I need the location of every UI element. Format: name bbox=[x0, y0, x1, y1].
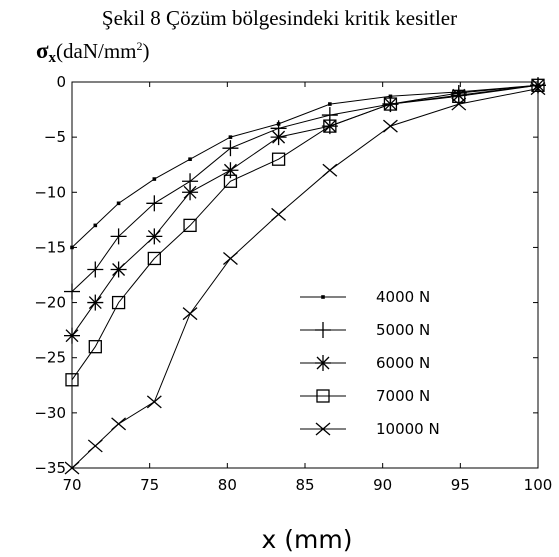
series-group bbox=[64, 82, 546, 475]
legend-entry: 10000 N bbox=[300, 420, 440, 438]
x-tick-label: 95 bbox=[451, 476, 470, 494]
y-axis-label-unit-superscript: 2 bbox=[136, 39, 143, 53]
x-axis-label: x (mm) bbox=[262, 525, 353, 554]
series-group bbox=[64, 77, 546, 344]
data-point-x bbox=[223, 251, 238, 265]
x-tick-label: 80 bbox=[218, 476, 237, 494]
legend-label: 6000 N bbox=[376, 354, 430, 372]
y-axis-label-unit: (daN/mm bbox=[56, 39, 137, 63]
legend-label: 4000 N bbox=[376, 288, 430, 306]
data-point-square bbox=[111, 295, 126, 310]
data-point-dot bbox=[228, 135, 233, 139]
legend-entry: 4000 N bbox=[300, 288, 430, 306]
data-point-plus bbox=[110, 228, 127, 245]
series-line bbox=[71, 84, 539, 336]
data-point-square bbox=[65, 373, 79, 387]
y-tick-label: −10 bbox=[34, 183, 66, 201]
data-point-star bbox=[182, 184, 199, 201]
data-point-square bbox=[271, 152, 286, 166]
series-line bbox=[71, 84, 539, 292]
legend-entry: 6000 N bbox=[300, 354, 430, 372]
legend-entry: 7000 N bbox=[300, 387, 430, 405]
x-tick-label: 70 bbox=[62, 476, 81, 494]
data-point-dot bbox=[152, 177, 157, 181]
data-point-x bbox=[111, 417, 127, 431]
data-point-x bbox=[383, 119, 398, 133]
y-tick-label: −20 bbox=[34, 294, 66, 312]
data-point-dot bbox=[116, 201, 121, 206]
y-axis-label: σx(daN/mm2) bbox=[36, 38, 150, 67]
data-point-plus bbox=[64, 283, 80, 300]
data-point-square bbox=[452, 89, 466, 103]
y-axis-label-symbol: σ bbox=[36, 38, 49, 63]
data-point-square bbox=[316, 389, 330, 403]
figure-caption: Şekil 8 Çözüm bölgesindeki kritik kesitl… bbox=[101, 6, 458, 30]
data-point-star bbox=[64, 327, 80, 344]
series-line bbox=[71, 84, 539, 381]
data-point-star bbox=[270, 129, 287, 146]
y-tick-label: −30 bbox=[34, 404, 66, 422]
x-tick-label: 100 bbox=[524, 476, 553, 494]
data-point-dot bbox=[70, 245, 74, 250]
data-point-dot bbox=[328, 102, 332, 106]
data-point-square bbox=[88, 340, 102, 354]
data-point-star bbox=[146, 228, 163, 245]
x-tick-label: 90 bbox=[373, 476, 392, 494]
y-tick-label: −35 bbox=[34, 459, 66, 477]
data-point-square bbox=[531, 78, 545, 92]
data-point-x bbox=[271, 207, 287, 221]
data-point-square bbox=[323, 119, 337, 133]
data-point-x bbox=[182, 307, 198, 321]
y-tick-label: −15 bbox=[34, 238, 66, 256]
data-point-x bbox=[87, 439, 103, 453]
data-point-dot bbox=[321, 295, 325, 299]
data-point-dot bbox=[188, 157, 192, 161]
data-point-x bbox=[451, 97, 467, 111]
x-tick-label: 75 bbox=[140, 476, 159, 494]
series-line bbox=[71, 84, 539, 248]
series-line bbox=[71, 88, 539, 469]
legend-entry: 5000 N bbox=[300, 321, 430, 339]
y-axis-label-subscript: x bbox=[48, 50, 57, 66]
data-point-square bbox=[383, 97, 398, 111]
legend-label: 5000 N bbox=[376, 321, 430, 339]
data-point-star bbox=[315, 355, 331, 371]
data-point-square bbox=[223, 174, 238, 188]
y-axis-label-unit-close: ) bbox=[142, 39, 150, 63]
data-point-plus bbox=[87, 261, 104, 278]
data-point-x bbox=[322, 163, 338, 177]
data-point-x bbox=[146, 395, 162, 409]
legend-label: 10000 N bbox=[376, 420, 440, 438]
y-tick-label: 0 bbox=[56, 73, 66, 91]
series-group bbox=[70, 83, 540, 250]
legend-label: 7000 N bbox=[376, 387, 430, 405]
plot-area-frame bbox=[71, 81, 539, 469]
x-tick-label: 85 bbox=[295, 476, 314, 494]
data-point-plus bbox=[146, 195, 163, 212]
data-point-x bbox=[64, 461, 80, 475]
data-point-x bbox=[530, 82, 546, 96]
y-tick-label: −25 bbox=[34, 349, 66, 367]
data-point-square bbox=[183, 218, 197, 233]
series-group bbox=[64, 77, 546, 300]
data-point-plus bbox=[222, 140, 239, 157]
data-point-star bbox=[110, 261, 127, 278]
series-group bbox=[65, 78, 545, 387]
data-point-dot bbox=[93, 223, 98, 228]
y-tick-label: −5 bbox=[44, 128, 66, 146]
data-point-square bbox=[147, 251, 161, 266]
data-point-plus bbox=[315, 322, 331, 338]
data-point-star bbox=[87, 294, 104, 311]
data-point-x bbox=[315, 422, 331, 436]
